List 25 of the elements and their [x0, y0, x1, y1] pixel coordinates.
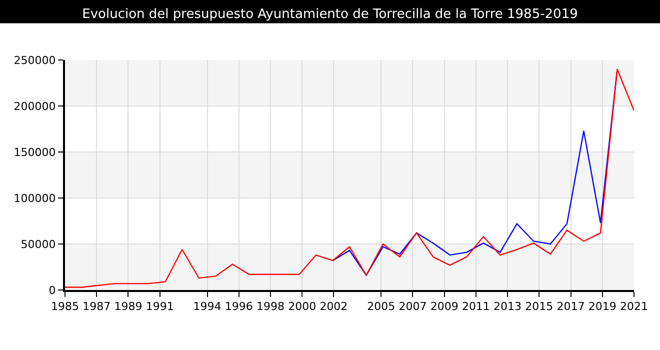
x-tick-label: 2002 [320, 300, 348, 314]
x-tick-label: 2017 [556, 300, 585, 314]
x-tick-label: 2021 [620, 300, 648, 314]
x-tick-label: 2005 [367, 300, 396, 314]
x-tick-label: 1989 [114, 300, 142, 314]
y-tick-label: 50000 [20, 238, 56, 251]
x-tick-label: 1994 [193, 300, 222, 314]
x-tick-label: 2011 [462, 300, 490, 314]
x-tick-label: 1998 [256, 300, 284, 314]
x-tick-label: 1985 [51, 300, 79, 314]
chart-title: Evolucion del presupuesto Ayuntamiento de Torrecilla de la Torre 1985-2019 [82, 6, 578, 22]
x-tick-label: 1987 [82, 300, 111, 314]
y-tick-label: 150000 [14, 146, 56, 159]
x-tick-label: 2013 [494, 300, 522, 314]
x-tick-label: 1996 [224, 300, 253, 314]
x-tick-label: 2015 [525, 300, 554, 314]
y-tick-label: 0 [48, 284, 56, 297]
y-tick-label: 100000 [14, 192, 56, 205]
y-tick-label: 250000 [14, 54, 56, 67]
x-tick-label: 2000 [288, 300, 316, 314]
y-tick-label: 200000 [14, 100, 56, 113]
x-tick-label: 2009 [430, 300, 458, 314]
x-tick-label: 1991 [146, 300, 174, 314]
x-tick-label: 2007 [398, 300, 427, 314]
x-tick-label: 2019 [588, 300, 616, 314]
